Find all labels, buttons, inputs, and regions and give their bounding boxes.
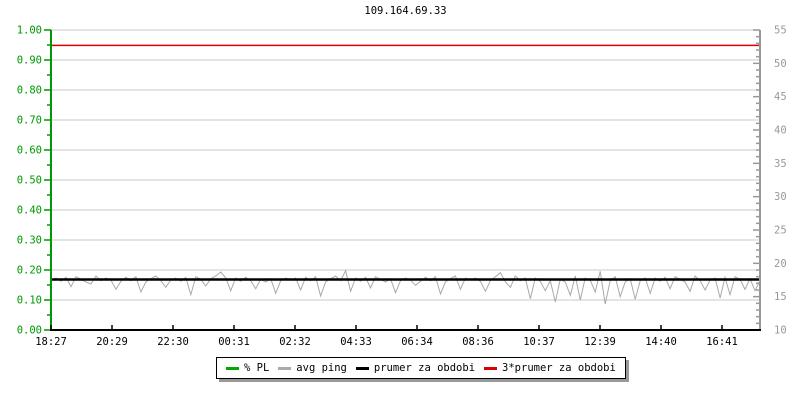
period-average-line-swatch — [355, 366, 369, 370]
legend-item-avg-ping: avg ping — [278, 362, 347, 374]
left-axis-tick-label: 0.40 — [17, 205, 42, 217]
left-axis-tick-label: 0.70 — [17, 115, 42, 127]
right-axis-tick-label: 30 — [774, 191, 787, 203]
threex-period-average-line-swatch — [484, 366, 498, 370]
left-axis-tick-label: 0.10 — [17, 295, 42, 307]
x-axis-tick-label: 12:39 — [584, 336, 616, 348]
legend-label-avg-ping: avg ping — [296, 362, 347, 374]
x-axis-tick-label: 00:31 — [218, 336, 250, 348]
x-axis-tick-label: 20:29 — [96, 336, 128, 348]
x-axis-tick-label: 22:30 — [157, 336, 189, 348]
avg-ping-line-swatch — [278, 366, 292, 370]
left-axis-tick-label: 0.60 — [17, 145, 42, 157]
left-axis-tick-label: 1.00 — [17, 25, 42, 37]
right-axis-tick-label: 35 — [774, 158, 787, 170]
right-axis-tick-label: 50 — [774, 58, 787, 70]
legend-label-3x-period-average: 3*prumer za obdobi — [502, 362, 616, 374]
x-axis-tick-label: 14:40 — [645, 336, 677, 348]
right-axis-tick-label: 20 — [774, 258, 787, 270]
x-axis-tick-label: 10:37 — [523, 336, 555, 348]
right-axis-tick-label: 10 — [774, 325, 787, 337]
x-axis-tick-label: 06:34 — [401, 336, 433, 348]
left-axis-tick-label: 0.90 — [17, 55, 42, 67]
legend-item-pl: % PL — [226, 362, 269, 374]
left-axis-tick-label: 0.20 — [17, 265, 42, 277]
right-axis-tick-label: 40 — [774, 125, 787, 137]
right-axis-tick-label: 15 — [774, 291, 787, 303]
legend-item-3x-period-average: 3*prumer za obdobi — [484, 362, 616, 374]
x-axis-tick-label: 02:32 — [279, 336, 311, 348]
right-axis-tick-label: 55 — [774, 25, 787, 37]
left-axis-tick-label: 0.80 — [17, 85, 42, 97]
chart-title: 109.164.69.33 — [364, 5, 447, 17]
x-axis-tick-label: 04:33 — [340, 336, 372, 348]
legend-label-pl: % PL — [244, 362, 270, 374]
right-axis-tick-label: 25 — [774, 225, 787, 237]
left-axis-tick-label: 0.00 — [17, 325, 42, 337]
legend-label-period-average: prumer za obdobi — [373, 362, 476, 374]
legend: % PL avg ping prumer za obdobi 3*prumer … — [216, 357, 626, 379]
series-avg-ping — [50, 269, 761, 305]
legend-item-period-average: prumer za obdobi — [355, 362, 476, 374]
x-axis-tick-label: 16:41 — [706, 336, 738, 348]
left-axis-tick-label: 0.30 — [17, 235, 42, 247]
right-axis-tick-label: 45 — [774, 91, 787, 103]
chart-plot: 1.00 0.90 0.80 0.70 0.60 0.50 0.40 0.30 0.20 0.10… — [17, 25, 787, 349]
pl-line-swatch — [226, 366, 239, 370]
x-axis-tick-label: 18:27 — [35, 336, 67, 348]
left-axis-tick-label: 0.50 — [17, 175, 42, 187]
x-axis-tick-label: 08:36 — [462, 336, 494, 348]
